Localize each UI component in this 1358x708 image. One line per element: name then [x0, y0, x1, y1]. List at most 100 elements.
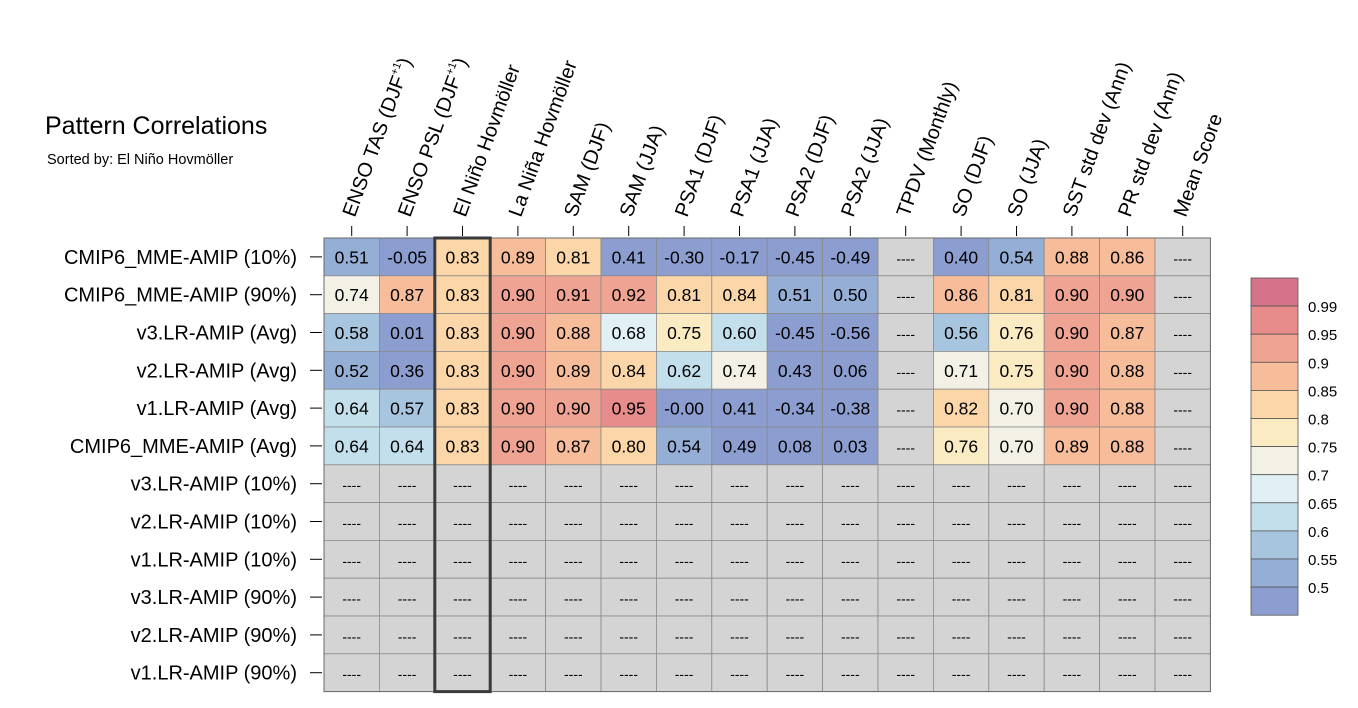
heatmap-cell	[711, 464, 768, 503]
heatmap-cell	[877, 653, 934, 692]
heatmap-cell	[1043, 577, 1100, 617]
column-label: SO (DJF)	[948, 133, 998, 220]
heatmap-cell	[1154, 350, 1211, 390]
heatmap-cell	[933, 502, 990, 541]
cell-value: 0.91	[556, 285, 590, 305]
heatmap-cell	[988, 615, 1045, 655]
cell-value: ----	[619, 553, 638, 569]
cell-value: ----	[786, 591, 805, 607]
heatmap-cell	[711, 426, 768, 466]
column-label: PSA2 (JJA)	[837, 115, 893, 220]
cell-value: -0.56	[830, 323, 870, 343]
heatmap-cell	[545, 502, 602, 541]
cell-value: ----	[730, 477, 749, 493]
heatmap-cell	[766, 464, 824, 503]
cell-value: 0.86	[944, 285, 978, 305]
cell-value: 0.74	[335, 285, 369, 305]
heatmap-cell	[1043, 426, 1100, 466]
cell-value: 0.83	[445, 436, 479, 456]
heatmap-cell	[988, 577, 1045, 617]
heatmap-cell	[600, 615, 657, 655]
cell-value: -0.17	[720, 247, 760, 267]
cell-value: 0.81	[667, 285, 701, 305]
heatmap-cell	[323, 388, 380, 428]
heatmap-cell	[877, 464, 934, 503]
cell-value: ----	[841, 591, 860, 607]
heatmap-cell	[545, 577, 602, 617]
cell-value: 0.87	[556, 436, 590, 456]
cell-value: 0.81	[556, 247, 590, 267]
cell-value: ----	[453, 666, 472, 682]
cell-value: ----	[952, 666, 971, 682]
cell-value: ----	[1007, 666, 1026, 682]
cell-value: 0.92	[612, 285, 646, 305]
row-label: v1.LR-AMIP (10%)	[131, 549, 297, 571]
heatmap-cell	[1099, 275, 1156, 314]
cell-value: ----	[786, 666, 805, 682]
cell-value: ----	[1173, 591, 1192, 607]
cell-value: 0.90	[501, 285, 535, 305]
column-label: SO (JJA)	[1004, 136, 1052, 220]
column-label: SAM (JJA)	[616, 122, 669, 219]
cell-value: ----	[786, 515, 805, 531]
cell-value: 0.87	[390, 285, 424, 305]
cell-value: 0.54	[667, 436, 701, 456]
cell-value: ----	[342, 553, 361, 569]
cell-value: 0.80	[612, 436, 646, 456]
heatmap-cell	[600, 388, 657, 428]
row-label: v2.LR-AMIP (10%)	[131, 512, 297, 534]
cell-value: 0.87	[1110, 323, 1144, 343]
cell-value: ----	[398, 666, 417, 682]
cell-value: ----	[509, 477, 528, 493]
cell-value: 0.03	[833, 436, 867, 456]
heatmap-cell	[766, 577, 824, 617]
cell-value: ----	[564, 515, 583, 531]
heatmap-cell	[766, 502, 824, 541]
cell-value: ----	[564, 666, 583, 682]
heatmap-cell	[378, 275, 436, 314]
column-label: PSA1 (DJF)	[671, 112, 728, 220]
cell-value: ----	[509, 591, 528, 607]
heatmap-cell	[877, 388, 934, 428]
heatmap-cell	[822, 464, 879, 503]
column-label: PSA2 (DJF)	[782, 112, 839, 220]
cell-value: ----	[1007, 591, 1026, 607]
heatmap-cell	[545, 426, 602, 466]
heatmap-cell	[766, 275, 824, 314]
cell-value: -0.34	[775, 399, 815, 419]
heatmap-cells: 0.51 -0.05 0.83 0.89 0.81 0.41 -0.30 -0.17 -0.45…	[323, 237, 1211, 692]
cell-value: 0.95	[612, 399, 646, 419]
heatmap-cell	[1154, 540, 1211, 579]
cell-value: ----	[952, 553, 971, 569]
chart-title: Pattern Correlations	[45, 112, 268, 140]
cell-value: -0.38	[830, 399, 870, 419]
heatmap-cell	[489, 502, 547, 541]
cell-value: ----	[675, 515, 694, 531]
cell-value: -0.49	[830, 247, 870, 267]
heatmap-cell	[766, 237, 824, 277]
cell-value: 0.90	[1055, 399, 1089, 419]
cell-value: ----	[841, 515, 860, 531]
heatmap-cell	[378, 464, 436, 503]
cell-value: 0.62	[667, 361, 701, 381]
heatmap-cell	[434, 502, 491, 541]
cell-value: ----	[1063, 591, 1082, 607]
heatmap-cell	[877, 350, 934, 390]
colorbar-label: 0.55	[1308, 552, 1337, 569]
heatmap-cell	[1154, 275, 1211, 314]
heatmap-cell	[600, 540, 657, 579]
heatmap-cell	[988, 350, 1045, 390]
cell-value: ----	[1173, 439, 1192, 455]
cell-value: 0.08	[778, 436, 812, 456]
cell-value: 0.54	[999, 247, 1033, 267]
cell-value: ----	[1173, 515, 1192, 531]
colorbar-bin	[1250, 277, 1299, 307]
column-label: PSA1 (JJA)	[727, 115, 783, 220]
cell-value: 0.50	[833, 285, 867, 305]
heatmap-cell	[1099, 502, 1156, 541]
colorbar-label: 0.65	[1308, 496, 1337, 513]
heatmap-cell	[766, 426, 824, 466]
cell-value: ----	[786, 553, 805, 569]
cell-value: ----	[675, 477, 694, 493]
colorbar-bin	[1250, 446, 1299, 476]
